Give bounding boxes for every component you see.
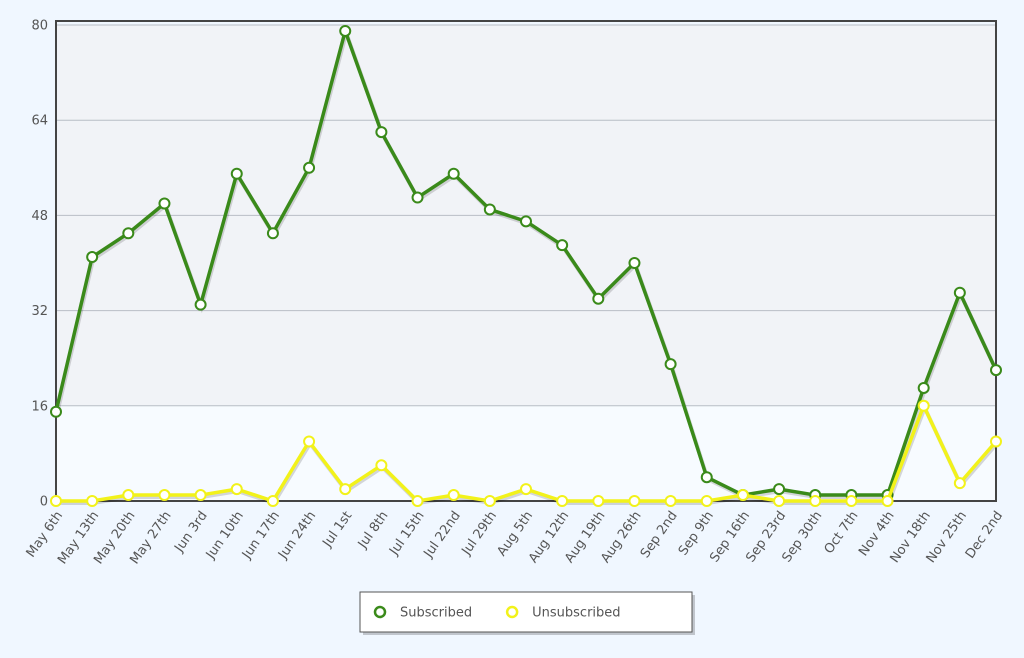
x-tick-label: Jul 1st — [320, 509, 356, 551]
data-point — [917, 381, 930, 394]
data-point — [447, 167, 460, 180]
x-tick-label: Jun 3rd — [171, 509, 210, 556]
y-tick-label: 32 — [31, 304, 48, 319]
data-point — [845, 495, 858, 507]
data-point — [339, 24, 352, 37]
plot-band — [56, 120, 996, 216]
data-point — [592, 292, 605, 305]
data-point — [375, 459, 388, 472]
data-point — [122, 489, 135, 502]
data-point — [520, 215, 532, 228]
data-point — [158, 197, 171, 210]
data-point — [520, 483, 532, 496]
data-point — [86, 495, 99, 507]
x-tick-label: Dec 2nd — [963, 509, 1006, 562]
plot-band — [56, 25, 996, 121]
data-point — [50, 495, 62, 507]
data-point — [303, 435, 316, 448]
data-point — [339, 483, 352, 496]
y-tick-label: 16 — [31, 399, 48, 414]
data-point — [86, 251, 99, 264]
data-point — [266, 495, 279, 507]
data-point — [736, 489, 749, 502]
data-point — [953, 286, 966, 299]
data-point — [917, 399, 930, 412]
data-point — [411, 191, 424, 204]
data-point — [664, 358, 677, 371]
x-tick-label: Jul 8th — [355, 509, 392, 552]
data-point — [881, 495, 894, 507]
data-point — [230, 483, 243, 496]
legend-marker — [373, 605, 387, 619]
legend-label: Unsubscribed — [532, 606, 620, 621]
plot-band — [56, 310, 996, 406]
x-tick-label: Sep 2nd — [638, 509, 681, 561]
legend-label: Subscribed — [400, 606, 472, 621]
data-point — [556, 239, 569, 252]
data-point — [194, 298, 207, 311]
data-point — [773, 483, 786, 496]
data-point — [628, 257, 641, 269]
y-tick-label: 80 — [31, 19, 48, 34]
x-tick-label: Oct 7th — [822, 509, 862, 557]
data-point — [375, 126, 388, 139]
data-point — [483, 495, 496, 507]
plot-border — [55, 20, 997, 502]
data-point — [122, 227, 135, 240]
x-tick-label: Jul 22nd — [421, 509, 464, 562]
legend-marker — [505, 605, 519, 619]
y-tick-label: 48 — [31, 209, 48, 224]
data-point — [773, 495, 786, 507]
data-point — [556, 495, 569, 507]
data-point — [628, 495, 641, 507]
data-point — [50, 405, 62, 418]
data-point — [700, 471, 713, 484]
data-point — [809, 495, 822, 507]
y-tick-label: 0 — [40, 495, 48, 510]
data-point — [230, 167, 243, 180]
data-point — [592, 495, 605, 507]
data-point — [990, 435, 1002, 448]
data-point — [990, 364, 1002, 377]
legend-box — [359, 591, 693, 633]
x-tick-label: Jul 29th — [459, 509, 500, 559]
data-point — [303, 161, 316, 174]
data-point — [447, 489, 460, 502]
data-point — [483, 203, 496, 216]
data-point — [266, 227, 279, 240]
y-tick-label: 64 — [31, 114, 48, 129]
data-point — [158, 489, 171, 502]
data-point — [664, 495, 677, 507]
data-point — [194, 489, 207, 502]
data-point — [411, 495, 424, 507]
data-point — [953, 477, 966, 490]
data-point — [700, 495, 713, 507]
